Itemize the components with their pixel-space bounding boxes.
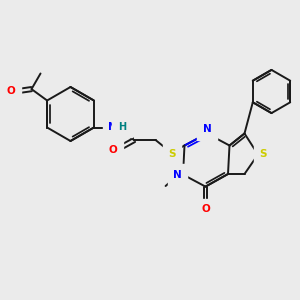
Text: O: O xyxy=(201,204,210,214)
Text: N: N xyxy=(173,169,182,180)
Text: O: O xyxy=(7,86,16,97)
Text: S: S xyxy=(260,149,267,159)
Text: S: S xyxy=(168,149,176,159)
Text: N: N xyxy=(108,122,117,132)
Text: O: O xyxy=(108,145,117,155)
Text: H: H xyxy=(118,122,126,132)
Text: N: N xyxy=(202,124,211,134)
